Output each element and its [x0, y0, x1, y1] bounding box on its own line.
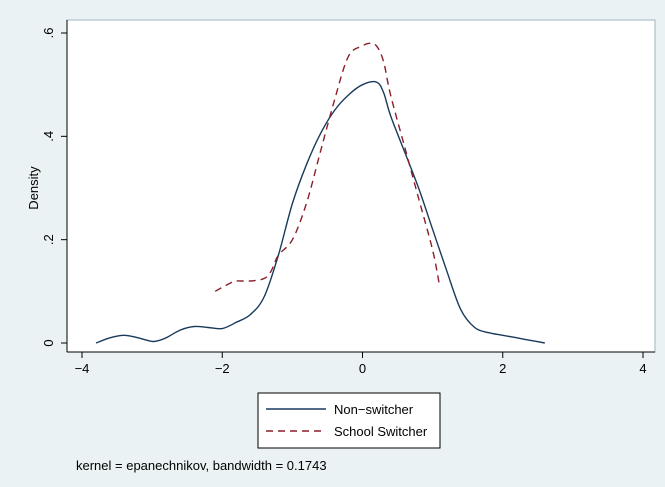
axes: −4 −2 0 2 4 0 .2 .4 .6	[41, 20, 655, 376]
y-tick-label: 0	[41, 339, 56, 346]
series-line-school-switcher	[214, 42, 441, 292]
legend-label-non-switcher: Non−switcher	[334, 402, 414, 417]
legend-box	[257, 392, 441, 449]
x-tick-label: 4	[639, 361, 646, 376]
legend-label-school-switcher: School Switcher	[334, 424, 428, 439]
series-group	[95, 42, 545, 344]
chart-note: kernel = epanechnikov, bandwidth = 0.174…	[76, 458, 327, 473]
x-tick-label: −4	[75, 361, 90, 376]
x-tick-label: −2	[215, 361, 230, 376]
series-line-non-switcher	[95, 80, 545, 344]
plot-area	[66, 19, 656, 353]
y-axis-title: Density	[26, 166, 41, 210]
y-tick-label: .6	[41, 28, 56, 39]
x-tick-label: 2	[499, 361, 506, 376]
x-tick-label: 0	[359, 361, 366, 376]
legend: Non−switcher School Switcher	[257, 392, 441, 449]
y-tick-label: .2	[41, 234, 56, 245]
x-ticks: −4 −2 0 2 4	[75, 352, 647, 376]
y-ticks: 0 .2 .4 .6	[41, 28, 67, 347]
y-tick-label: .4	[41, 131, 56, 142]
